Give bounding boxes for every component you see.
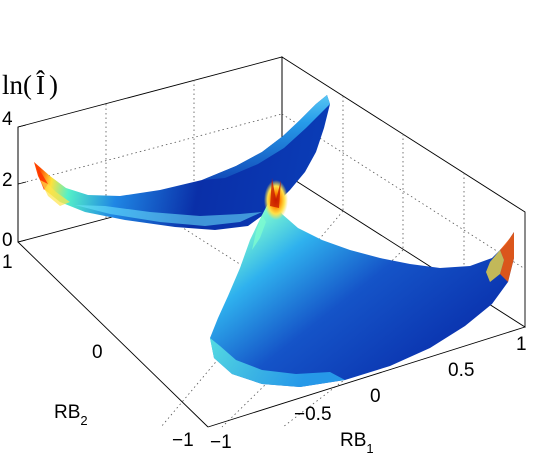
x-tick-label: −1 bbox=[210, 432, 232, 453]
x-axis-label: RB1 bbox=[340, 430, 374, 456]
z-axis-label: ln(Î) bbox=[2, 70, 58, 100]
x-tick-label: 0.5 bbox=[448, 360, 474, 381]
x-tick-label: −0.5 bbox=[294, 404, 332, 425]
y-tick-label: −1 bbox=[172, 430, 194, 451]
z-tick-label: 4 bbox=[2, 109, 13, 130]
surface-a bbox=[34, 95, 330, 230]
y-tick-label: 1 bbox=[2, 252, 13, 273]
surface-b bbox=[210, 178, 514, 387]
z-tick-label: 0 bbox=[2, 230, 13, 251]
z-ticks bbox=[17, 124, 27, 243]
x-tick-label: 1 bbox=[516, 334, 527, 355]
y-tick-label: 0 bbox=[92, 342, 103, 363]
x-tick-label: 0 bbox=[370, 386, 381, 407]
y-axis-label: RB2 bbox=[54, 402, 88, 428]
z-tick-label: 2 bbox=[2, 170, 13, 191]
